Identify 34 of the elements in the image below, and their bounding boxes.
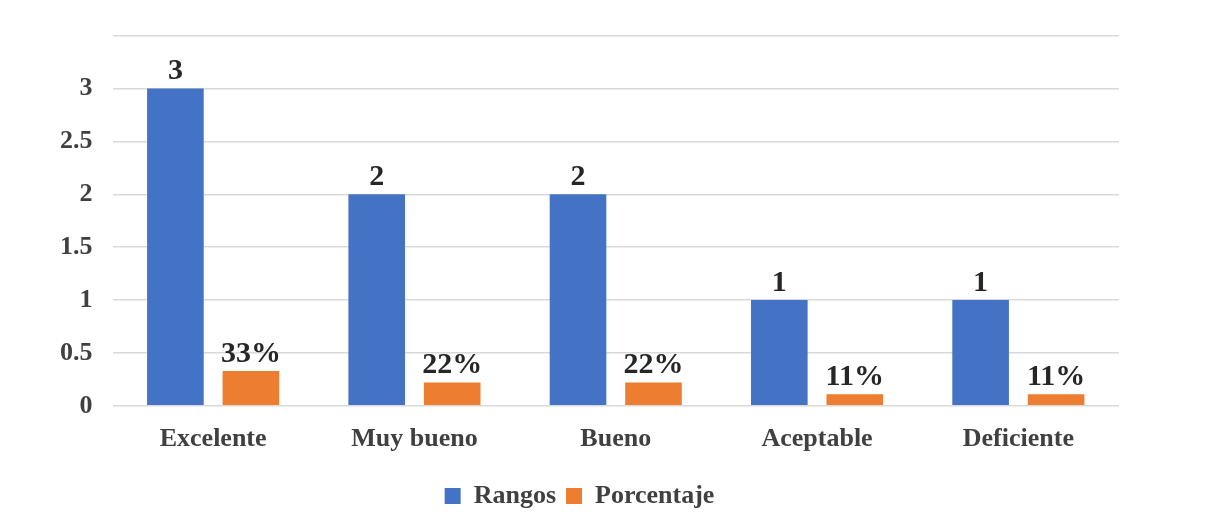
data-label: 11% <box>1026 357 1086 391</box>
data-label: 1 <box>973 263 989 297</box>
data-label: 2 <box>570 158 586 192</box>
x-tick-label: Muy bueno <box>351 423 478 453</box>
bar <box>549 194 607 406</box>
legend-label: Porcentaje <box>595 479 715 509</box>
y-tick-label: 0 <box>79 389 93 419</box>
y-tick-label: 0.5 <box>60 336 93 366</box>
bar <box>1027 394 1085 406</box>
x-tick-label: Aceptable <box>761 423 873 453</box>
bar <box>751 300 808 406</box>
y-tick-label: 3 <box>79 72 93 102</box>
data-label: 33% <box>220 334 281 368</box>
bar <box>423 382 481 406</box>
bar <box>826 394 884 406</box>
x-tick-label: Excelente <box>159 423 267 453</box>
x-tick-label: Deficiente <box>962 423 1074 453</box>
data-label: 11% <box>825 357 884 391</box>
bar <box>952 300 1009 406</box>
y-tick-label: 2.5 <box>60 125 93 155</box>
y-tick-label: 1.5 <box>60 230 93 260</box>
bar <box>222 370 280 406</box>
x-tick-label: Bueno <box>580 423 652 453</box>
data-label: 2 <box>369 158 385 192</box>
bar <box>625 382 682 406</box>
legend-label: Rangos <box>473 479 557 509</box>
data-label: 22% <box>422 346 483 380</box>
bar <box>348 194 406 406</box>
data-label: 22% <box>623 346 684 380</box>
bar <box>147 88 204 406</box>
y-tick-label: 2 <box>79 177 93 207</box>
y-tick-label: 1 <box>79 283 93 313</box>
data-label: 1 <box>771 263 787 297</box>
data-label: 3 <box>167 52 183 86</box>
